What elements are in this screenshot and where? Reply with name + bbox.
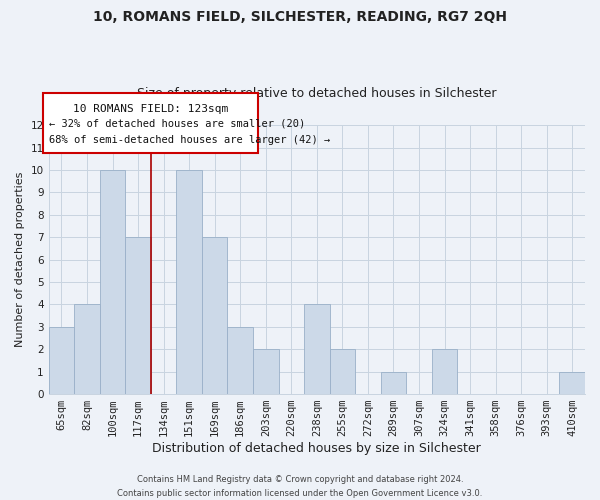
Bar xyxy=(227,327,253,394)
Bar xyxy=(559,372,585,394)
X-axis label: Distribution of detached houses by size in Silchester: Distribution of detached houses by size … xyxy=(152,442,481,455)
Bar xyxy=(304,304,329,394)
Bar xyxy=(253,350,278,394)
Text: ← 32% of detached houses are smaller (20): ← 32% of detached houses are smaller (20… xyxy=(49,118,305,128)
Bar xyxy=(125,237,151,394)
Bar xyxy=(100,170,125,394)
Bar xyxy=(202,237,227,394)
Text: 68% of semi-detached houses are larger (42) →: 68% of semi-detached houses are larger (… xyxy=(49,134,330,144)
Bar xyxy=(49,327,74,394)
Title: Size of property relative to detached houses in Silchester: Size of property relative to detached ho… xyxy=(137,88,497,101)
Text: 10 ROMANS FIELD: 123sqm: 10 ROMANS FIELD: 123sqm xyxy=(73,104,228,114)
Bar xyxy=(432,350,457,394)
Bar xyxy=(329,350,355,394)
Text: 10, ROMANS FIELD, SILCHESTER, READING, RG7 2QH: 10, ROMANS FIELD, SILCHESTER, READING, R… xyxy=(93,10,507,24)
Y-axis label: Number of detached properties: Number of detached properties xyxy=(15,172,25,348)
Text: Contains HM Land Registry data © Crown copyright and database right 2024.
Contai: Contains HM Land Registry data © Crown c… xyxy=(118,476,482,498)
FancyBboxPatch shape xyxy=(43,93,258,154)
Bar xyxy=(176,170,202,394)
Bar xyxy=(380,372,406,394)
Bar xyxy=(74,304,100,394)
